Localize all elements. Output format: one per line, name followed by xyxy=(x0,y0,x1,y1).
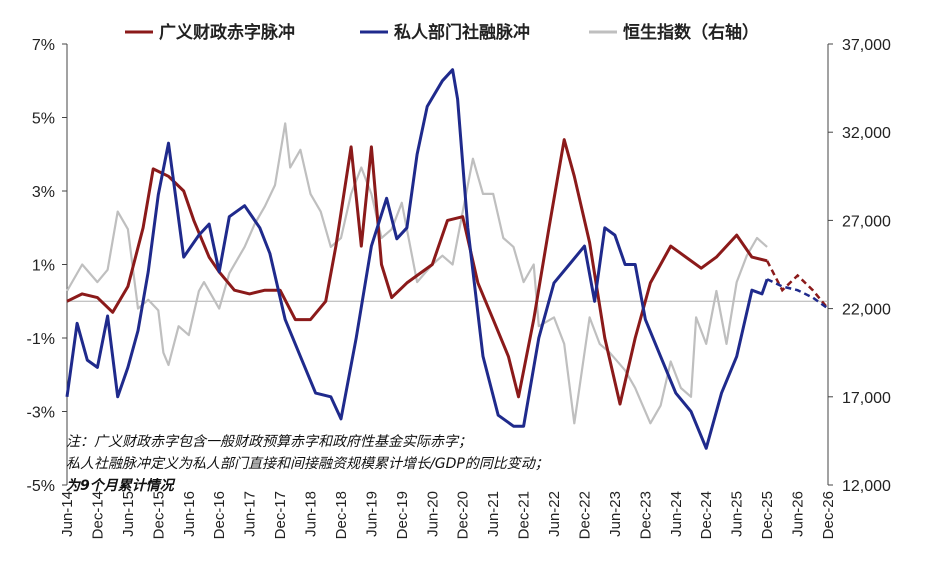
x-tick-label: Jun-23 xyxy=(607,491,624,537)
x-tick-label: Dec-17 xyxy=(272,491,289,539)
right-tick-label: 37,000 xyxy=(842,37,891,54)
left-tick-label: 1% xyxy=(32,258,55,275)
x-tick-label: Dec-16 xyxy=(211,491,228,539)
x-tick-label: Dec-21 xyxy=(516,491,533,539)
x-tick-label: Dec-24 xyxy=(698,491,715,539)
x-tick-label: Jun-25 xyxy=(729,491,746,537)
x-tick-label: Jun-24 xyxy=(668,491,685,537)
left-tick-label: -3% xyxy=(27,405,55,422)
legend-label-1: 广义财政赤字脉冲 xyxy=(159,22,295,43)
x-tick-label: Jun-21 xyxy=(485,491,502,537)
x-tick-label: Dec-25 xyxy=(759,491,776,539)
series-group xyxy=(65,68,829,450)
x-tick-label: Dec-15 xyxy=(150,491,167,539)
right-tick-label: 17,000 xyxy=(842,390,891,407)
left-tick-label: 7% xyxy=(32,37,55,54)
x-tick-label: Dec-14 xyxy=(89,491,106,539)
series-line-3 xyxy=(66,122,768,425)
left-tick-label: -1% xyxy=(27,331,55,348)
right-tick-label: 12,000 xyxy=(842,478,891,495)
x-tick-label: Dec-26 xyxy=(820,491,837,539)
note-line-1: 注：广义财政赤字包含一般财政预算赤字和政府性基金实际赤字； xyxy=(66,434,472,450)
x-tick-label: Dec-20 xyxy=(455,491,472,539)
right-tick-label: 27,000 xyxy=(842,213,891,230)
x-tick-label: Jun-20 xyxy=(424,491,441,537)
x-tick-label: Dec-18 xyxy=(333,491,350,539)
legend-label-2: 私人部门社融脉冲 xyxy=(394,22,530,43)
note-line-3: 为9个月累计情况 xyxy=(66,478,174,494)
right-tick-labels: 37,000 32,000 27,000 22,000 17,000 12,000 xyxy=(828,37,891,495)
x-tick-label: Jun-26 xyxy=(790,491,807,537)
right-tick-label: 22,000 xyxy=(842,302,891,319)
series-forecast-2 xyxy=(766,278,829,310)
series-line-1 xyxy=(66,138,768,406)
series-line-2 xyxy=(65,68,769,450)
note-line-2: 私人社融脉冲定义为私人部门直接和间接融资规模累计增长/GDP的同比变动； xyxy=(66,456,549,472)
x-tick-label: Jun-22 xyxy=(546,491,563,537)
left-tick-label: -5% xyxy=(27,478,55,495)
x-tick-label: Dec-19 xyxy=(394,491,411,539)
x-tick-label: Jun-16 xyxy=(181,491,198,537)
x-tick-label: Jun-14 xyxy=(59,491,76,537)
legend: 广义财政赤字脉冲 私人部门社融脉冲 恒生指数（右轴） xyxy=(125,22,759,43)
legend-label-3: 恒生指数（右轴） xyxy=(623,22,759,43)
x-tick-labels: Jun-14 Dec-14 Jun-15 Dec-15 Jun-16 Dec-16 Jun-… xyxy=(59,491,837,539)
series-forecast-1 xyxy=(765,260,829,310)
x-tick-label: Dec-22 xyxy=(576,491,593,539)
x-tick-label: Jun-17 xyxy=(242,491,259,537)
left-tick-label: 5% xyxy=(32,111,55,128)
left-tick-labels: 7% 5% 3% 1% -1% -3% -5% xyxy=(27,37,67,495)
left-tick-label: 3% xyxy=(32,184,55,201)
x-tick-label: Dec-23 xyxy=(637,491,654,539)
x-tick-label: Jun-19 xyxy=(363,491,380,537)
right-tick-label: 32,000 xyxy=(842,125,891,142)
x-tick-label: Jun-18 xyxy=(303,491,320,537)
x-tick-label: Jun-15 xyxy=(120,491,137,537)
